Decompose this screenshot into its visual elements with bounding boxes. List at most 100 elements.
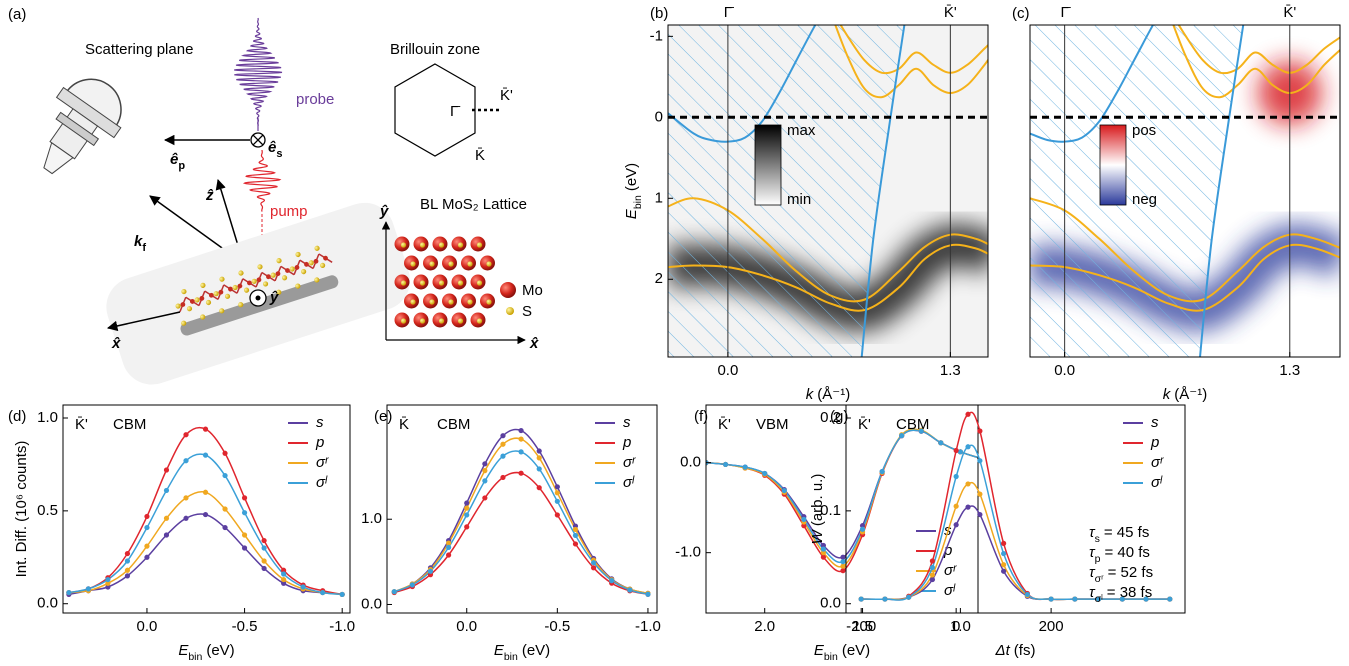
annotation: K̄ <box>399 416 409 433</box>
s-atom <box>251 278 257 284</box>
data-point <box>977 511 983 518</box>
y-tick-label: -1.0 <box>675 544 701 561</box>
annotation: VBM <box>756 416 789 433</box>
y-tick-label: 0.0 <box>37 595 58 612</box>
data-point <box>965 411 971 417</box>
y-axis-label-part: W <box>809 528 826 544</box>
annotation: K̄' <box>75 416 88 433</box>
data-point <box>554 484 560 490</box>
data-point <box>882 596 888 602</box>
data-point <box>1048 596 1054 602</box>
legend-label: p <box>622 434 631 451</box>
y-tick-label: 0.0 <box>361 595 382 612</box>
data-point <box>124 550 131 557</box>
x-axis-label: k (Å⁻¹) <box>806 386 850 403</box>
data-point <box>339 591 345 598</box>
tau-label-part: = 45 fs <box>1104 524 1149 541</box>
s-atom <box>238 270 244 276</box>
high-symmetry-label: K̄' <box>1283 4 1296 21</box>
mo-atom <box>294 265 300 270</box>
data-point <box>124 558 131 564</box>
x-tick-label: 1.3 <box>940 362 961 379</box>
tau-label-part: τ <box>1089 564 1096 581</box>
data-point <box>938 440 944 446</box>
data-point <box>840 559 846 565</box>
s-atom <box>486 261 492 267</box>
s-atom <box>448 299 454 305</box>
s-atom <box>438 242 445 248</box>
band <box>834 25 988 99</box>
data-point <box>609 578 615 584</box>
colorbar <box>1099 124 1127 206</box>
legend-label: σˡ <box>1151 474 1163 491</box>
x-tick-label: 0.0 <box>717 362 738 379</box>
x-axis-label-part: (eV) <box>206 642 234 659</box>
tau-label-part: σʳ <box>1095 573 1104 585</box>
detector-dome <box>65 78 122 128</box>
data-point <box>482 478 488 484</box>
kf-arrow <box>149 195 237 259</box>
legend-label: p <box>315 434 324 451</box>
frame <box>705 404 979 614</box>
plot-area <box>66 426 345 598</box>
data-point <box>222 506 228 512</box>
mo-atom <box>247 280 252 286</box>
s-atom <box>295 251 301 258</box>
x-tick-label: -0.5 <box>544 618 570 635</box>
s-atom <box>400 318 407 324</box>
data-point <box>906 594 912 600</box>
legend-label: σʳ <box>623 454 636 471</box>
data-point <box>144 543 150 549</box>
data-point <box>144 513 150 520</box>
s-atom <box>295 283 301 289</box>
fit-line <box>68 453 343 596</box>
band <box>668 25 817 143</box>
data-point <box>202 452 209 458</box>
s-atom <box>276 258 282 264</box>
data-point <box>1095 596 1102 602</box>
y-axis-label-part: (arb. u.) <box>809 474 826 527</box>
y-axis-label-part: bin <box>632 195 644 209</box>
s-atom <box>486 299 492 305</box>
polarization-cross <box>252 134 264 146</box>
mo-atom <box>304 261 309 267</box>
pump-label: pump <box>270 203 308 220</box>
high-symmetry-label: Γ̄ <box>724 4 734 21</box>
y-tick-label: 2 <box>655 270 663 287</box>
s-atom <box>476 242 483 248</box>
data-point <box>953 503 959 509</box>
s-atom <box>314 277 320 283</box>
x-arrow <box>106 311 181 332</box>
data-point <box>929 572 936 578</box>
data-point <box>1072 596 1078 602</box>
legend-label: s <box>1151 414 1159 431</box>
data-point <box>202 489 209 495</box>
data-point <box>85 586 91 592</box>
detector-ring <box>55 111 100 147</box>
plot-area <box>668 25 988 357</box>
panel-label: (b) <box>650 5 668 22</box>
mo-legend: Mo <box>522 282 543 299</box>
tau-label-part: = 38 fs <box>1107 584 1152 601</box>
s-atom <box>205 299 212 306</box>
s-atom <box>219 276 225 282</box>
data-point <box>840 563 846 569</box>
sample-atoms <box>175 245 333 326</box>
data-point <box>261 565 267 572</box>
data-point <box>163 515 170 521</box>
plot-area <box>858 411 1173 602</box>
x-axis-label-part: E <box>814 642 825 659</box>
data-point <box>965 504 971 510</box>
fit-line <box>706 429 978 559</box>
band <box>1030 197 1340 303</box>
data-point <box>391 589 397 595</box>
data-point <box>1001 568 1007 574</box>
x-tick-label: 1.5 <box>852 618 873 635</box>
data-point <box>163 467 170 473</box>
s-atom <box>213 291 219 297</box>
x-axis-label: k (Å⁻¹) <box>1163 386 1207 403</box>
frame <box>667 24 989 358</box>
data-point <box>762 470 768 477</box>
data-point <box>464 524 470 530</box>
s-atom <box>194 297 200 303</box>
